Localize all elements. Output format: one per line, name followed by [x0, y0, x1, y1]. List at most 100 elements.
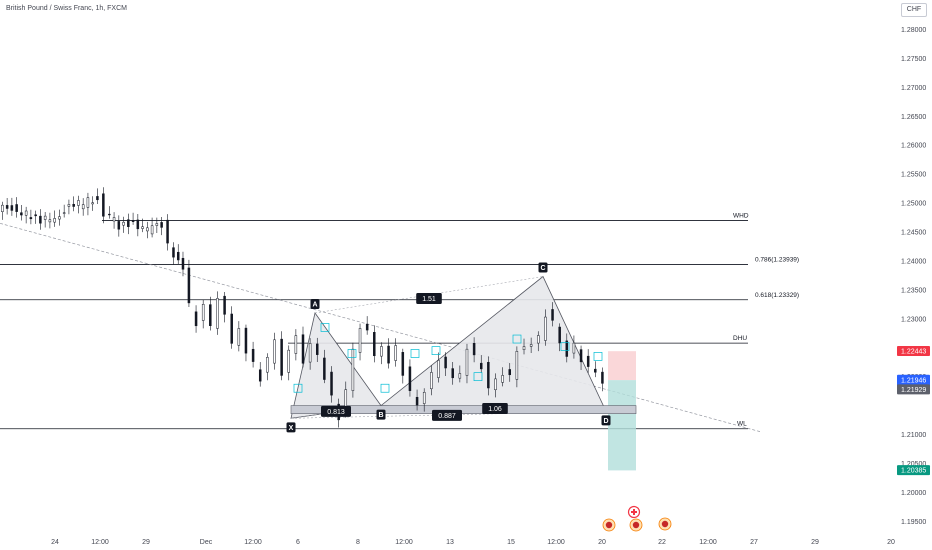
- x-tick-15: 29: [811, 539, 819, 546]
- point-label-bg-A[interactable]: [310, 299, 320, 310]
- candle-body: [537, 335, 540, 344]
- x-tick-10: 12:00: [547, 539, 565, 546]
- xd-zone-rect[interactable]: [290, 405, 637, 414]
- point-label-D: D: [603, 418, 608, 425]
- candle-body: [237, 328, 241, 346]
- candle-body: [141, 226, 144, 229]
- ratio-label-2: 0.887: [438, 413, 456, 420]
- point-label-bg-D[interactable]: [601, 415, 611, 426]
- y-tick-6: 1.25000: [901, 201, 926, 208]
- highlight-box-9[interactable]: [593, 352, 603, 361]
- candle-body: [451, 368, 454, 379]
- highlight-box-4[interactable]: [410, 349, 420, 358]
- candle-body: [415, 396, 419, 406]
- xabcd-pattern: [290, 275, 637, 419]
- highlight-box-0[interactable]: [293, 383, 303, 393]
- x-tick-9: 15: [507, 539, 515, 546]
- stop-loss-zone[interactable]: [608, 351, 636, 381]
- pattern-labels: X A B C D 0.813 1.51 0.887 1.06: [286, 262, 611, 433]
- candle-body: [146, 227, 149, 232]
- candle-body: [201, 304, 205, 321]
- economic-event-icon[interactable]: [602, 518, 616, 532]
- highlight-box-2[interactable]: [347, 349, 357, 358]
- candle-body: [465, 348, 469, 376]
- trend-line: [0, 222, 761, 432]
- candle-body: [308, 343, 312, 363]
- candle-body: [102, 193, 105, 217]
- price-tag-red[interactable]: [897, 346, 930, 357]
- candle-body: [127, 219, 130, 227]
- highlight-box-7[interactable]: [512, 334, 522, 344]
- candle-body: [34, 214, 37, 217]
- highlight-box-5[interactable]: [431, 346, 441, 355]
- point-label-C: C: [540, 265, 545, 272]
- candle-body: [181, 257, 185, 270]
- candle-body: [117, 221, 121, 230]
- highlight-box-8[interactable]: [560, 342, 570, 351]
- x-tick-13: 12:00: [699, 539, 717, 546]
- candle-body: [91, 202, 94, 205]
- x-tick-4: 12:00: [244, 539, 262, 546]
- economic-event-icon[interactable]: [658, 517, 672, 531]
- dashed-trend-line[interactable]: [0, 222, 761, 432]
- candle-body: [330, 371, 333, 396]
- highlight-box-6[interactable]: [473, 372, 483, 382]
- currency-selector[interactable]: CHF: [901, 3, 927, 17]
- price-tag-grey[interactable]: [897, 384, 930, 395]
- x-tick-5: 6: [296, 539, 300, 546]
- price-tag-value-3: 1.20385: [901, 468, 926, 475]
- event-dot: [661, 520, 669, 528]
- y-tick-4: 1.26000: [901, 143, 926, 150]
- candle-body: [194, 311, 198, 327]
- highlight-box-1[interactable]: [320, 323, 330, 332]
- x-tick-8: 13: [446, 539, 454, 546]
- candle-body: [244, 327, 248, 354]
- point-label-bg-B[interactable]: [376, 409, 386, 420]
- hline-label-4: WL: [737, 421, 747, 428]
- y-tick-12: 1.21000: [901, 432, 926, 439]
- candle-body: [131, 220, 135, 222]
- candle-body: [586, 355, 590, 367]
- y-tick-3: 1.26500: [901, 114, 926, 121]
- candle-body: [558, 326, 561, 344]
- highlight-box-3[interactable]: [380, 383, 390, 393]
- price-tag-value-2: 1.21929: [901, 387, 926, 394]
- hline-label-1: 0.786(1.23939): [755, 256, 799, 263]
- point-label-bg-C[interactable]: [538, 262, 548, 273]
- flag-event-icon[interactable]: [627, 505, 641, 519]
- y-tick-9: 1.23500: [901, 287, 926, 294]
- ratio-label-bg-0[interactable]: [321, 405, 351, 417]
- flag-event-h: [631, 511, 637, 513]
- economic-event-icon[interactable]: [629, 518, 643, 532]
- candle-body: [39, 215, 42, 224]
- candle-body: [112, 217, 116, 222]
- candle-body: [108, 213, 111, 216]
- price-tag-value-1: 1.21946: [901, 377, 926, 384]
- candle-body: [20, 212, 23, 216]
- x-tick-14: 27: [750, 539, 758, 546]
- ratio-label-bg-3[interactable]: [482, 402, 508, 414]
- ratio-label-bg-1[interactable]: [416, 293, 442, 305]
- candle-body: [401, 352, 405, 376]
- point-label-bg-X[interactable]: [286, 422, 296, 433]
- candle-body: [24, 210, 28, 216]
- x-tick-3: Dec: [200, 539, 213, 546]
- candle-body: [430, 372, 433, 390]
- candle-body: [96, 196, 99, 201]
- y-tick-1: 1.27500: [901, 56, 926, 63]
- candle-body: [273, 339, 276, 364]
- candle-body: [86, 197, 90, 208]
- price-tag-teal[interactable]: [897, 465, 930, 476]
- ratio-label-bg-2[interactable]: [432, 409, 462, 421]
- candle-body: [209, 304, 212, 326]
- candle-body: [551, 309, 554, 321]
- y-tick-2: 1.27000: [901, 85, 926, 92]
- ratio-label-3: 1.06: [488, 406, 502, 413]
- take-profit-zone[interactable]: [608, 380, 636, 471]
- pattern-triangle-bcd[interactable]: [379, 275, 607, 412]
- candle-body: [43, 215, 47, 220]
- candle-body: [565, 340, 569, 357]
- x-tick-1: 12:00: [91, 539, 109, 546]
